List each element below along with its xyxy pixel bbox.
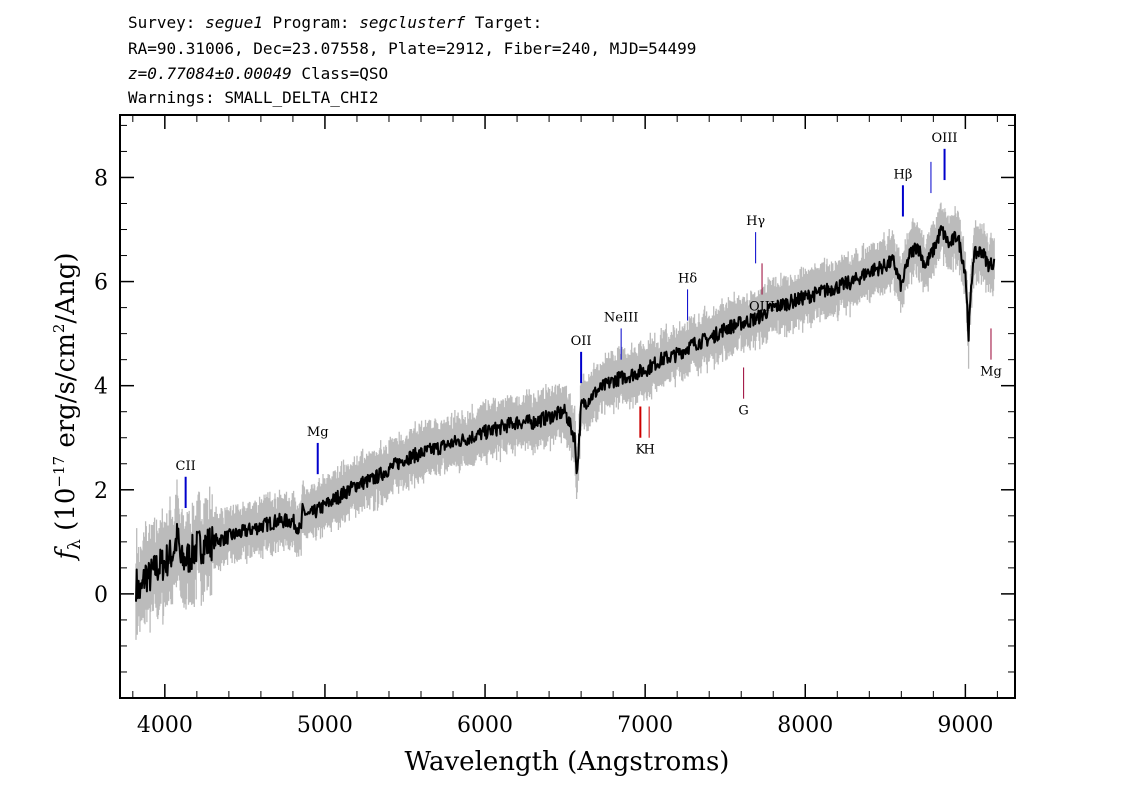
plot-frame [119, 114, 1016, 699]
y-tick-label: 4 [94, 375, 108, 400]
x-tick-label: 9000 [937, 713, 993, 738]
line-marker-label: Mg [980, 365, 1002, 380]
line-marker-label: NeIII [604, 310, 638, 325]
y-tick-label: 8 [94, 166, 108, 191]
x-tick-label: 5000 [297, 713, 353, 738]
line-marker-label: Hδ [678, 271, 697, 286]
line-marker-label: CII [176, 459, 196, 474]
line-marker-label: OII [571, 334, 592, 349]
header-line-3: z=0.77084±0.00049 Class=QSO [128, 64, 388, 83]
line-marker-label: Hγ [746, 214, 765, 229]
line-marker-label: Mg [307, 425, 329, 440]
x-tick-label: 4000 [137, 713, 193, 738]
line-marker-label: Hβ [893, 167, 912, 182]
line-marker-label: OIII [749, 300, 775, 315]
spectrum-line [135, 225, 996, 602]
line-marker-label: OIII [932, 131, 958, 146]
x-tick-label: 7000 [617, 713, 673, 738]
y-axis-title: fλ (10−17 erg/s/cm2/Ang) [50, 253, 85, 562]
x-axis-title: Wavelength (Angstroms) [405, 747, 730, 777]
axis-ticks: 4000 5000 6000 7000 8000 9000 0 2 4 6 8 [94, 115, 1015, 738]
header-line-4: Warnings: SMALL_DELTA_CHI2 [128, 88, 378, 107]
line-marker-label: K [635, 443, 645, 458]
plot-area: CII Mg OII NeIII Hδ Hγ OIII Hβ OIII KH G Mg [135, 131, 1002, 640]
y-tick-label: 2 [94, 479, 108, 504]
x-tick-label: 8000 [777, 713, 833, 738]
x-tick-label: 6000 [457, 713, 513, 738]
y-tick-label: 0 [94, 583, 108, 608]
line-marker-label: H [643, 443, 654, 458]
line-marker-label: G [738, 404, 748, 419]
error-envelope [135, 202, 995, 640]
header-line-1: Survey: segue1 Program: segclusterf Targ… [128, 13, 542, 32]
header-line-2: RA=90.31006, Dec=23.07558, Plate=2912, F… [128, 39, 696, 58]
y-tick-label: 6 [94, 271, 108, 296]
